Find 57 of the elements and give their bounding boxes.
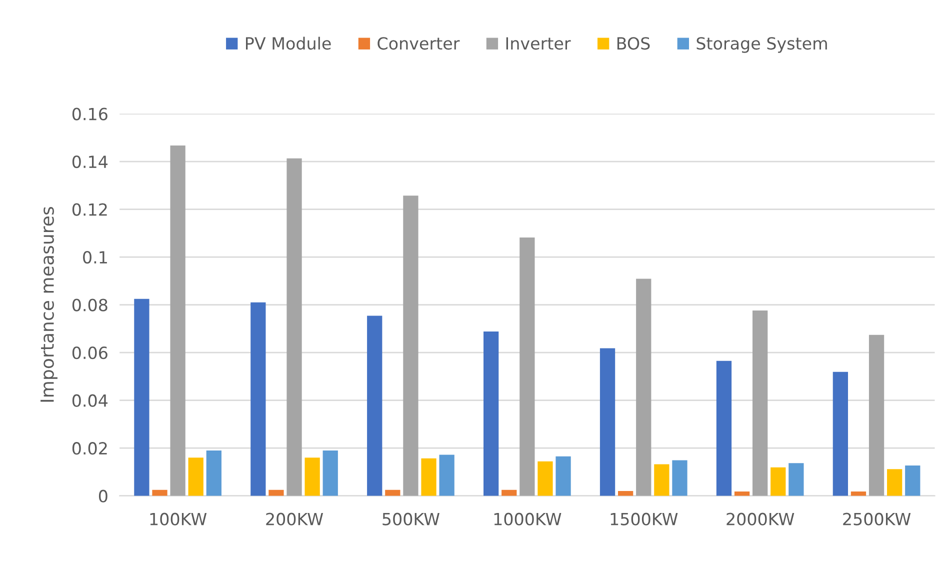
- bar: [600, 348, 616, 496]
- bar: [716, 360, 732, 496]
- y-tick-label: 0.02: [72, 442, 107, 455]
- legend-label: BOS: [617, 37, 650, 50]
- x-tick-label: 100KW: [150, 512, 207, 526]
- bar: [520, 237, 535, 496]
- bar: [788, 463, 804, 496]
- bar: [832, 372, 848, 496]
- bar: [439, 454, 454, 496]
- y-tick-label: 0.08: [72, 298, 108, 312]
- bar: [887, 469, 902, 496]
- bar: [484, 332, 499, 496]
- bar: [636, 278, 652, 496]
- bar: [618, 491, 634, 496]
- y-tick-label: 0.14: [72, 155, 108, 168]
- bar: [502, 490, 517, 496]
- bar: [850, 492, 866, 496]
- legend-label: Storage System: [696, 37, 827, 53]
- bar: [268, 490, 284, 496]
- y-axis-title: Importance measures: [40, 207, 58, 402]
- bar: [304, 458, 320, 496]
- bar: [286, 158, 302, 496]
- y-tick-label: 0.04: [72, 394, 108, 407]
- legend-label: Converter: [378, 37, 460, 50]
- bar: [322, 450, 338, 496]
- x-tick-label: 1000KW: [494, 512, 562, 526]
- x-tick-label: 500KW: [382, 512, 440, 526]
- bar: [170, 146, 186, 496]
- legend-label: PV Module: [246, 36, 331, 50]
- bar: [654, 464, 670, 496]
- legend-label: Inverter: [506, 37, 571, 50]
- bar: [367, 316, 382, 496]
- bar: [188, 458, 204, 496]
- x-tick-label: 2000KW: [726, 512, 794, 526]
- bar: [538, 461, 553, 496]
- y-tick-label: 0.1: [83, 250, 107, 264]
- x-tick-label: 2500KW: [843, 512, 911, 526]
- bar: [250, 302, 266, 496]
- bar: [421, 458, 436, 496]
- y-tick-label: 0: [98, 490, 108, 502]
- bar: [403, 196, 418, 496]
- bar: [734, 492, 750, 496]
- bar: [752, 310, 768, 496]
- bar: [556, 456, 571, 496]
- bar: [770, 467, 786, 496]
- bar: [905, 465, 920, 496]
- x-tick-label: 1500KW: [610, 512, 678, 526]
- bar: [868, 334, 884, 496]
- bar: [672, 460, 688, 496]
- bar: [152, 490, 168, 496]
- y-tick-label: 0.16: [72, 108, 108, 120]
- bar: [134, 298, 150, 496]
- bar: [385, 490, 400, 496]
- y-tick-label: 0.06: [72, 346, 108, 360]
- y-tick-label: 0.12: [72, 203, 107, 216]
- bar: [206, 450, 222, 496]
- x-tick-label: 200KW: [266, 512, 324, 526]
